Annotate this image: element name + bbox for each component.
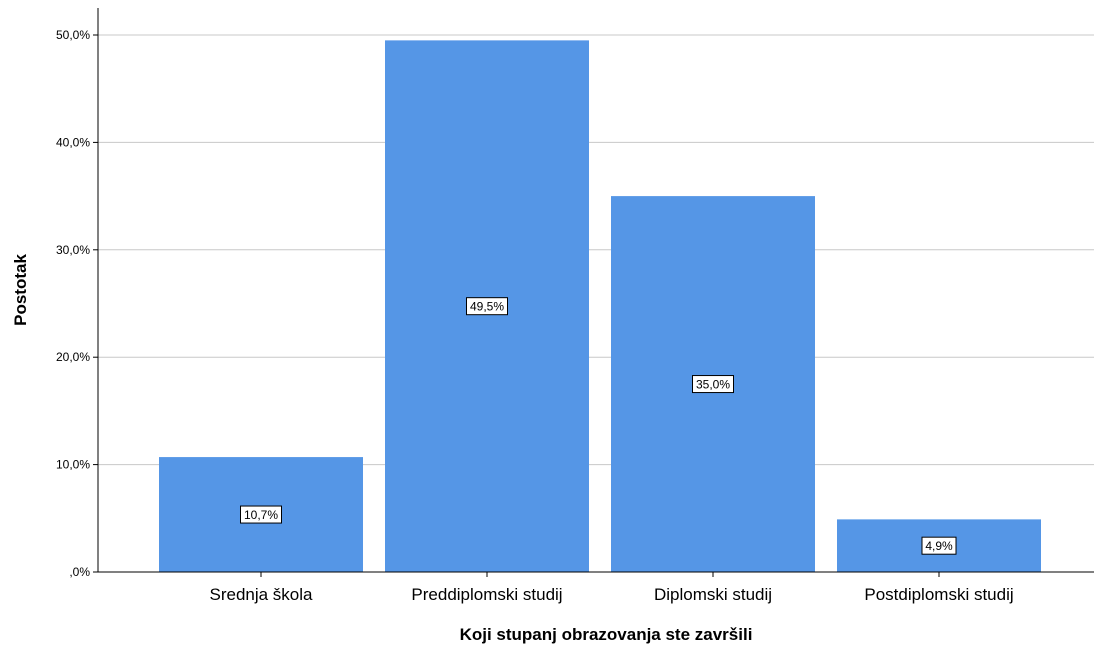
data-label-box [240,505,282,524]
data-label-box [466,297,508,316]
data-label-box [692,375,734,394]
data-label: 35,0% [696,378,730,392]
y-tick-label: 10,0% [56,458,90,472]
y-axis-ticks: ,0% 10,0% 20,0% 30,0% 40,0% 50,0% [56,28,98,579]
y-tick-label: 40,0% [56,135,90,149]
data-label: 4,9% [925,539,953,553]
x-axis-title: Koji stupanj obrazovanja ste završili [460,625,753,644]
bars [159,40,1041,573]
x-category-label: Preddiplomski studij [411,585,562,604]
data-labels: 10,7% 49,5% 35,0% 4,9% [240,297,957,555]
y-axis-title: Postotak [11,254,30,326]
data-label: 10,7% [244,508,278,522]
data-label: 49,5% [470,300,504,314]
x-category-label: Srednja škola [209,585,313,604]
gridlines [98,34,1094,466]
x-axis-category-labels: Srednja škola Preddiplomski studij Diploms… [209,572,1014,604]
axes [97,8,1094,573]
y-tick-label: 30,0% [56,243,90,257]
x-category-label: Postdiplomski studij [864,585,1013,604]
data-label-box [921,536,957,555]
y-tick-label: 20,0% [56,350,90,364]
y-tick-label: 50,0% [56,28,90,42]
x-category-label: Diplomski studij [654,585,772,604]
y-tick-label: ,0% [69,565,90,579]
